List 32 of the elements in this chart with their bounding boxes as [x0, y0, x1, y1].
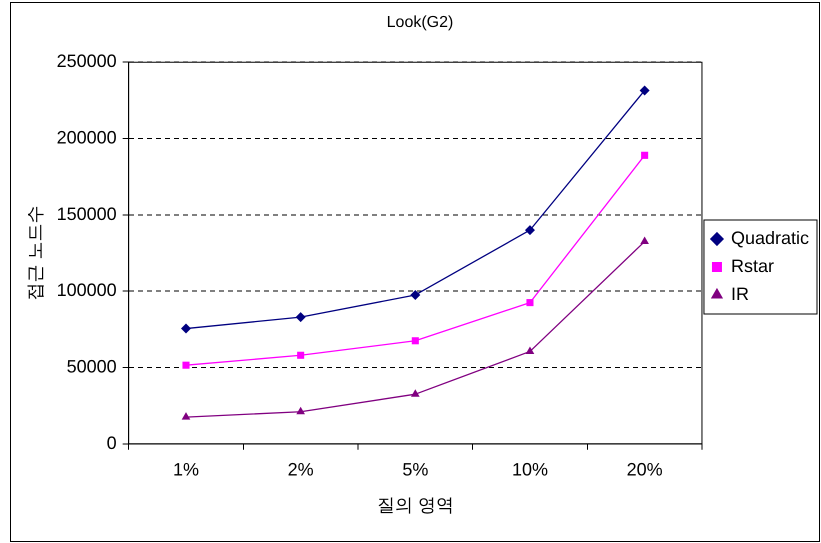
point — [410, 290, 420, 300]
point — [296, 312, 306, 322]
legend-label: Quadratic — [730, 228, 810, 248]
x-axis-title: 질의 영역 — [376, 495, 454, 516]
point — [182, 412, 190, 420]
point — [526, 299, 534, 306]
x-tick-label: 1% — [172, 460, 199, 480]
point — [297, 352, 304, 359]
x-tick-label: 20% — [626, 460, 663, 480]
point — [640, 236, 649, 244]
x-tick-label: 10% — [512, 460, 548, 480]
y-tick-label: 50000 — [66, 356, 117, 376]
point — [410, 389, 420, 397]
legend-label: Rstar — [730, 256, 774, 276]
point — [641, 152, 648, 159]
y-tick-label: 150000 — [56, 204, 117, 224]
y-axis-title: 접근 노드수 — [24, 205, 45, 301]
y-tick-label: 200000 — [56, 127, 117, 148]
y-tick-label: 0 — [106, 432, 117, 453]
point — [526, 346, 534, 354]
point — [296, 406, 305, 414]
x-tick-label: 2% — [288, 460, 314, 480]
point — [180, 324, 191, 334]
x-tick-label: 5% — [402, 460, 428, 480]
point — [182, 362, 190, 369]
point — [640, 85, 650, 96]
point — [524, 225, 535, 236]
y-tick-label: 250000 — [56, 51, 117, 72]
point — [412, 337, 419, 344]
chart-title: Look(G2) — [386, 14, 454, 32]
legend-label: IR — [730, 284, 749, 304]
y-tick-label: 100000 — [56, 280, 117, 300]
